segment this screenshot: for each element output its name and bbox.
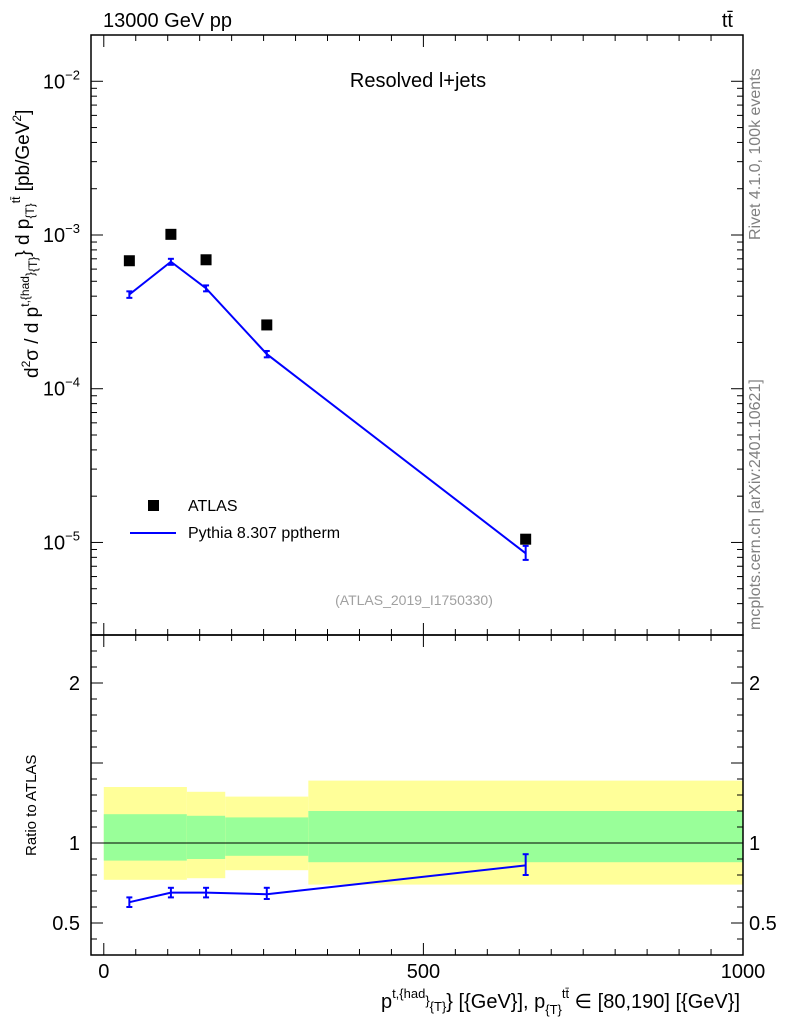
uncertainty-band-inner: [103, 814, 187, 861]
ratio-y-axis-label: Ratio to ATLAS: [23, 755, 40, 856]
y-tick-label: 10−3: [43, 221, 80, 247]
y-tick-label: 10−2: [43, 67, 80, 93]
ratio-y-tick-label-right: 2: [749, 673, 760, 695]
x-tick-label: 0: [98, 961, 109, 983]
analysis-tag: (ATLAS_2019_I1750330): [335, 592, 493, 608]
rivet-version-label: Rivet 4.1.0, 100k events: [747, 68, 764, 240]
ratio-plot-area: 0 500 1000 0.5 0.5 1 1 2 2: [52, 634, 777, 983]
y-tick-label: 10−5: [43, 528, 80, 554]
y-tick-label: 10−4: [43, 375, 80, 401]
atlas-data-point: [200, 254, 212, 266]
ratio-y-tick-label-right: 0.5: [749, 913, 777, 935]
plot-title: Resolved l+jets: [350, 70, 486, 92]
atlas-data-point: [123, 255, 135, 267]
legend-atlas-marker: [148, 500, 159, 511]
legend-pythia-label: Pythia 8.307 pptherm: [188, 525, 340, 542]
legend-atlas-label: ATLAS: [188, 498, 238, 515]
uncertainty-band-inner: [225, 817, 309, 856]
main-plot-area: 10−2 10−3 10−4 10−5: [43, 34, 744, 636]
header-energy-label: 13000 GeV pp: [103, 10, 232, 32]
uncertainty-band-inner: [186, 815, 226, 859]
ratio-y-tick-label-left: 1: [69, 833, 80, 855]
main-plot-frame: [90, 34, 744, 636]
ratio-y-tick-label-right: 1: [749, 833, 760, 855]
x-tick-label: 1000: [721, 961, 766, 983]
mcplots-label: mcplots.cern.ch [arXiv:2401.10621]: [747, 379, 764, 630]
x-axis-label: pt,{had}{T}} [{GeV}], p{T}tt̄ ∈ [80,190]…: [381, 986, 740, 1017]
legend: ATLAS Pythia 8.307 pptherm: [130, 498, 340, 542]
x-tick-label: 500: [407, 961, 440, 983]
atlas-data-point: [520, 533, 532, 545]
atlas-data-point: [165, 228, 177, 240]
atlas-data-point: [261, 319, 273, 331]
ratio-y-tick-label-left: 2: [69, 673, 80, 695]
ratio-y-tick-label-left: 0.5: [52, 913, 80, 935]
header-process-label: tt̄: [722, 10, 734, 32]
main-y-axis-label: d2σ / d pt,{had}{T}} d p{T}tt̄ [pb/GeV2]: [9, 110, 43, 378]
